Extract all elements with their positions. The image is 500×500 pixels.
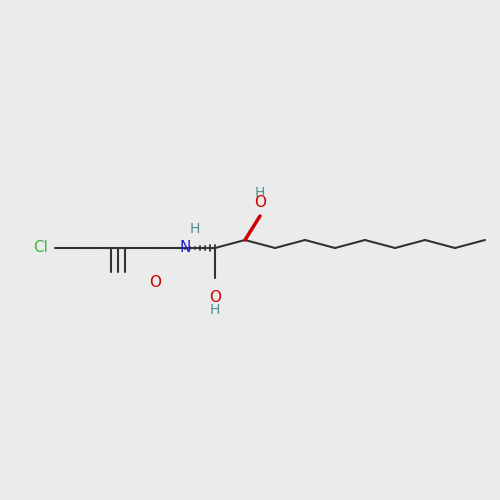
Text: H: H bbox=[190, 222, 200, 236]
Text: O: O bbox=[209, 290, 221, 305]
Text: N: N bbox=[180, 240, 190, 256]
Text: O: O bbox=[254, 195, 266, 210]
Text: O: O bbox=[149, 275, 161, 290]
Text: Cl: Cl bbox=[33, 240, 48, 256]
Text: H: H bbox=[255, 186, 265, 200]
Text: H: H bbox=[210, 303, 220, 317]
